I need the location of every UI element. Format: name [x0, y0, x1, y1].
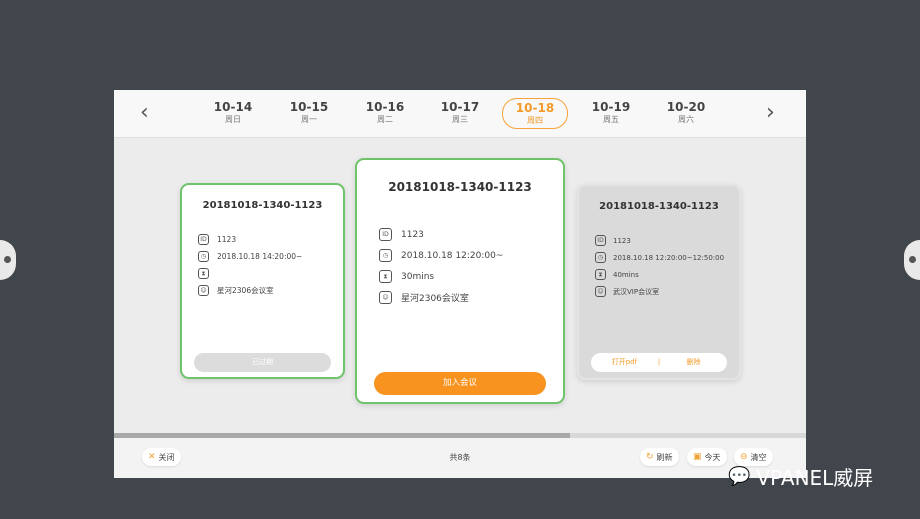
join-meeting-button[interactable]: 加入会议: [374, 372, 546, 395]
prev-arrow-icon[interactable]: ‹: [140, 100, 149, 125]
watermark-text: VPANEL威屏: [756, 466, 874, 490]
clock-icon: ◷: [198, 251, 209, 262]
weekday-label: 周一: [301, 115, 317, 124]
refresh-icon: ↻: [646, 452, 654, 462]
meeting-card-ended[interactable]: 20181018-1340-1123 ID 1123 ◷ 2018.10.18 12…: [577, 184, 741, 380]
right-side-handle[interactable]: [904, 240, 920, 280]
meeting-room: 武汉VIP会议室: [613, 287, 660, 296]
meeting-room: 星河2306会议室: [217, 286, 274, 295]
clear-button[interactable]: ⊖ 清空: [734, 448, 773, 466]
date-tab[interactable]: 10-16 周二: [352, 100, 418, 130]
weekday-label: 周三: [452, 115, 468, 124]
weekday-label: 周五: [603, 115, 619, 124]
meeting-title: 20181018-1340-1123: [599, 201, 719, 212]
date-tab[interactable]: 10-17 周三: [427, 100, 493, 130]
calendar-icon: ▣: [693, 452, 702, 462]
clear-label: 清空: [750, 452, 767, 462]
delete-button[interactable]: 删除: [686, 358, 701, 366]
meeting-id: 1123: [401, 229, 424, 240]
date-tab[interactable]: 10-19 周五: [578, 100, 644, 130]
weekday-label: 周二: [377, 115, 393, 124]
close-label: 关闭: [158, 452, 175, 462]
person-icon: ☺: [198, 285, 209, 296]
date-selector: ‹ 10-14 周日 10-15 周一 10-16 周二 10-17 周三 10-18 周…: [114, 90, 806, 138]
date-label: 10-17: [440, 100, 480, 114]
horizontal-scrollbar[interactable]: [114, 433, 806, 438]
meeting-time: 2018.10.18 12:20:00~: [401, 250, 504, 261]
expired-button: 已过期: [194, 353, 331, 372]
left-side-handle[interactable]: [0, 240, 16, 280]
meeting-duration: 40mins: [613, 270, 639, 279]
id-icon: ID: [198, 234, 209, 245]
watermark: 💬 VPANEL威屏: [728, 462, 873, 491]
meeting-id: 1123: [613, 236, 631, 245]
scrollbar-thumb[interactable]: [114, 433, 570, 438]
hourglass-icon: ⧗: [595, 269, 606, 280]
date-label: 10-15: [289, 100, 329, 114]
person-icon: ☺: [595, 286, 606, 297]
meeting-title: 20181018-1340-1123: [202, 200, 323, 211]
weekday-label: 周四: [527, 116, 543, 125]
person-icon: ☺: [379, 291, 392, 304]
meeting-time: 2018.10.18 14:20:00~: [217, 252, 303, 261]
close-icon: ✕: [148, 452, 156, 462]
date-label: 10-19: [591, 100, 631, 114]
id-icon: ID: [595, 235, 606, 246]
meeting-room: 星河2306会议室: [401, 294, 469, 304]
close-button[interactable]: ✕ 关闭: [142, 448, 181, 466]
clear-icon: ⊖: [740, 452, 748, 462]
meeting-card-active[interactable]: 20181018-1340-1123 ID 1123 ◷ 2018.10.18 12…: [355, 158, 565, 404]
meeting-id: 1123: [217, 235, 237, 244]
refresh-label: 刷新: [656, 452, 673, 462]
date-tab[interactable]: 10-20 周六: [653, 100, 719, 130]
date-label: 10-16: [365, 100, 405, 114]
hourglass-icon: ⧗: [198, 268, 209, 279]
weekday-label: 周六: [678, 115, 694, 124]
hourglass-icon: ⧗: [379, 270, 392, 283]
record-count: 共8条: [449, 453, 471, 462]
date-tab-selected[interactable]: 10-18 周四: [502, 98, 568, 129]
today-label: 今天: [704, 452, 721, 462]
date-label: 10-18: [515, 101, 555, 115]
meeting-card-expired[interactable]: 20181018-1340-1123 ID 1123 ◷ 2018.10.18 14…: [180, 183, 345, 379]
clock-icon: ◷: [595, 252, 606, 263]
today-button[interactable]: ▣ 今天: [687, 448, 727, 466]
clock-icon: ◷: [379, 249, 392, 262]
meeting-duration: 30mins: [401, 271, 435, 282]
weekday-label: 周日: [225, 115, 241, 124]
card-actions: 打开pdf | 删除: [591, 353, 727, 372]
date-tab[interactable]: 10-15 周一: [276, 100, 342, 130]
meeting-panel: ‹ 10-14 周日 10-15 周一 10-16 周二 10-17 周三 10-18 周…: [114, 90, 806, 478]
date-tab[interactable]: 10-14 周日: [200, 100, 266, 130]
wechat-icon: 💬: [728, 466, 751, 487]
next-arrow-icon[interactable]: ›: [766, 100, 775, 125]
refresh-button[interactable]: ↻ 刷新: [640, 448, 679, 466]
meeting-title: 20181018-1340-1123: [388, 180, 532, 194]
footer-bar: ✕ 关闭 共8条 ↻ 刷新 ▣ 今天 ⊖ 清空: [114, 438, 806, 478]
id-icon: ID: [379, 228, 392, 241]
date-label: 10-20: [666, 100, 706, 114]
meeting-time: 2018.10.18 12:20:00~12:50:00: [613, 253, 725, 262]
open-pdf-button[interactable]: 打开pdf: [611, 358, 638, 366]
date-label: 10-14: [213, 100, 253, 114]
